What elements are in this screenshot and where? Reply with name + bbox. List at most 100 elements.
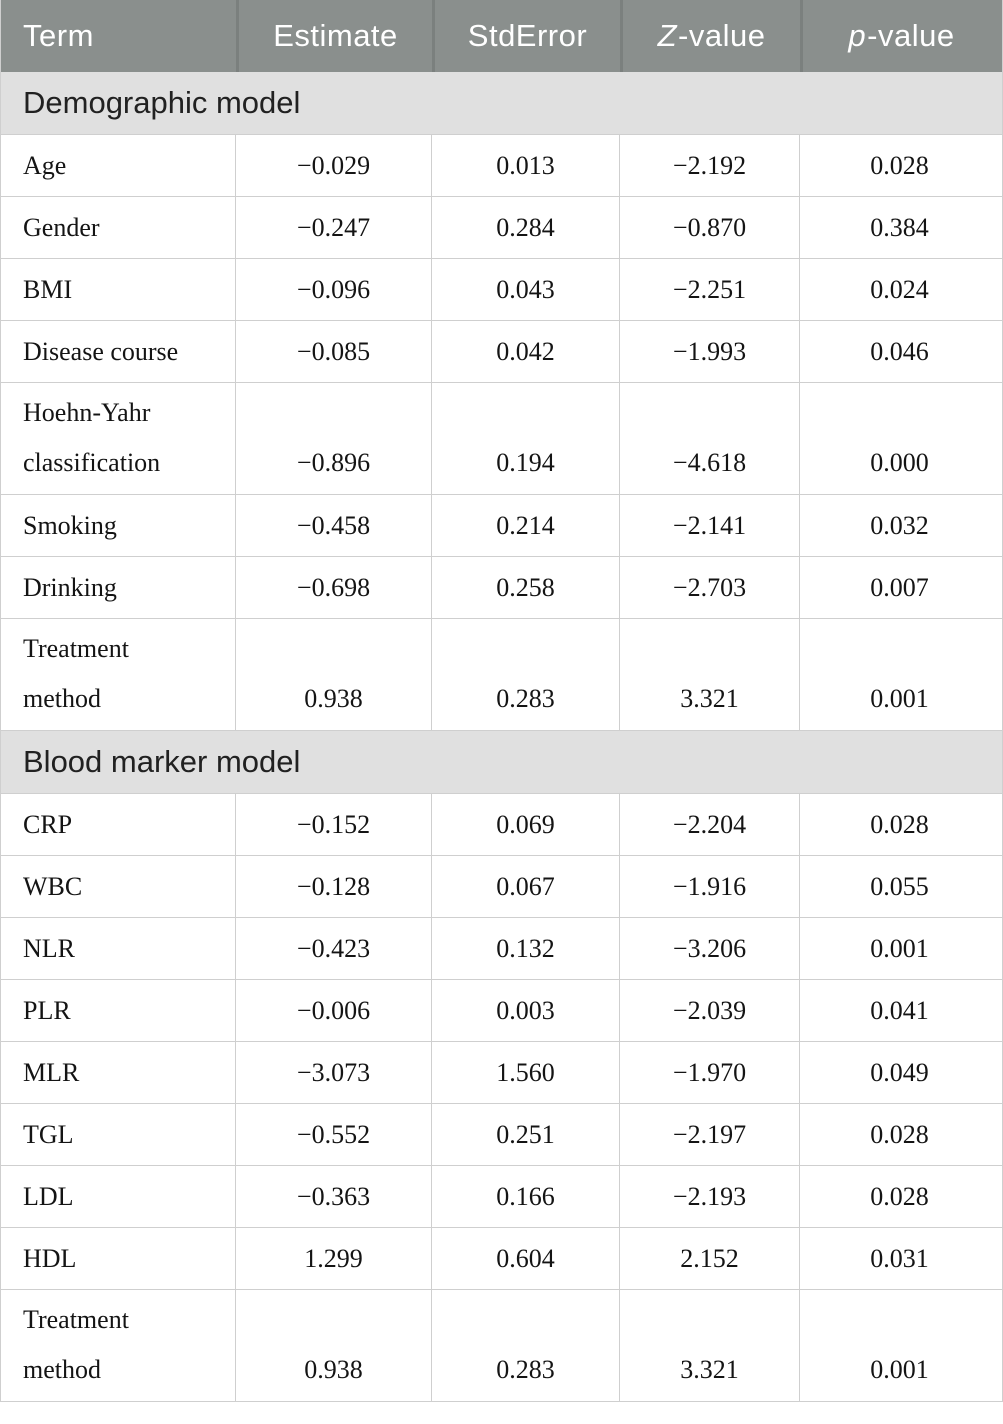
term-line: method [23,1355,101,1384]
estimate-cell: −0.085 [235,321,431,382]
term-cell: CRP [1,794,235,855]
term-line: Drinking [23,572,117,602]
term-cell: Hoehn-Yahr classification [1,383,235,494]
zvalue-cell: −2.251 [619,259,799,320]
stderror-cell: 0.003 [431,980,619,1041]
term-cell: Age [1,135,235,196]
column-header-p-value: p -value [800,0,1000,72]
term-cell: Drinking [1,557,235,618]
estimate-cell: −0.423 [235,918,431,979]
stderror-cell: 0.013 [431,135,619,196]
term-line: Hoehn-Yahr [23,398,151,427]
pvalue-cell: 0.000 [799,383,999,494]
table-row: BMI −0.096 0.043 −2.251 0.024 [1,259,1002,321]
term-line: NLR [23,933,75,963]
term-line: LDL [23,1181,74,1211]
table-row: Age −0.029 0.013 −2.192 0.028 [1,135,1002,197]
pvalue-cell: 0.049 [799,1042,999,1103]
term-line: method [23,684,101,713]
stderror-cell: 0.251 [431,1104,619,1165]
pvalue-cell: 0.028 [799,135,999,196]
pvalue-cell: 0.028 [799,1104,999,1165]
term-cell: Treatment method [1,1290,235,1401]
zvalue-cell: −2.192 [619,135,799,196]
table-row: WBC −0.128 0.067 −1.916 0.055 [1,856,1002,918]
zvalue-cell: −4.618 [619,383,799,494]
table-row: LDL −0.363 0.166 −2.193 0.028 [1,1166,1002,1228]
pvalue-cell: 0.001 [799,1290,999,1401]
stderror-cell: 0.194 [431,383,619,494]
zvalue-cell: −2.197 [619,1104,799,1165]
zvalue-cell: −3.206 [619,918,799,979]
term-line: HDL [23,1243,77,1273]
pvalue-cell: 0.032 [799,495,999,556]
estimate-cell: −0.128 [235,856,431,917]
table-row: CRP −0.152 0.069 −2.204 0.028 [1,794,1002,856]
stderror-cell: 0.043 [431,259,619,320]
column-header-estimate: Estimate [236,0,432,72]
estimate-cell: −0.552 [235,1104,431,1165]
table-row: Smoking −0.458 0.214 −2.141 0.032 [1,495,1002,557]
stderror-cell: 0.283 [431,619,619,730]
zvalue-cell: −1.916 [619,856,799,917]
column-header-suffix: -value [678,18,766,53]
term-line: PLR [23,995,71,1025]
stderror-cell: 0.042 [431,321,619,382]
pvalue-cell: 0.001 [799,619,999,730]
estimate-cell: −0.029 [235,135,431,196]
table-header-row: Term Estimate StdError Z -value p -value [1,0,1002,72]
term-cell: PLR [1,980,235,1041]
table-body: Demographic model Age −0.029 0.013 −2.192 0.0… [1,72,1002,1402]
stderror-cell: 0.069 [431,794,619,855]
term-line: Disease course [23,336,179,366]
pvalue-cell: 0.055 [799,856,999,917]
table-row: Drinking −0.698 0.258 −2.703 0.007 [1,557,1002,619]
section-header-demographic-model: Demographic model [1,72,1002,135]
term-line: CRP [23,809,73,839]
zvalue-cell: −2.039 [619,980,799,1041]
term-line: Treatment [23,634,129,663]
table-row: NLR −0.423 0.132 −3.206 0.001 [1,918,1002,980]
pvalue-cell: 0.007 [799,557,999,618]
term-cell: Treatment method [1,619,235,730]
pvalue-cell: 0.041 [799,980,999,1041]
term-cell: BMI [1,259,235,320]
stderror-cell: 1.560 [431,1042,619,1103]
stderror-cell: 0.067 [431,856,619,917]
zvalue-cell: −2.204 [619,794,799,855]
zvalue-cell: 3.321 [619,619,799,730]
estimate-cell: 0.938 [235,1290,431,1401]
stderror-cell: 0.258 [431,557,619,618]
estimate-cell: −3.073 [235,1042,431,1103]
term-cell: HDL [1,1228,235,1289]
table-row: HDL 1.299 0.604 2.152 0.031 [1,1228,1002,1290]
term-line: classification [23,448,161,477]
term-line: Smoking [23,510,117,540]
estimate-cell: −0.698 [235,557,431,618]
term-cell: TGL [1,1104,235,1165]
term-cell: Smoking [1,495,235,556]
column-header-z-value: Z -value [620,0,800,72]
term-cell: Disease course [1,321,235,382]
term-cell: WBC [1,856,235,917]
term-line: TGL [23,1119,74,1149]
estimate-cell: −0.152 [235,794,431,855]
pvalue-cell: 0.024 [799,259,999,320]
term-line: BMI [23,274,73,304]
term-line: MLR [23,1057,80,1087]
table-row: MLR −3.073 1.560 −1.970 0.049 [1,1042,1002,1104]
estimate-cell: 1.299 [235,1228,431,1289]
table-row: Treatment method 0.938 0.283 3.321 0.001 [1,619,1002,731]
table-row: Gender −0.247 0.284 −0.870 0.384 [1,197,1002,259]
term-cell: NLR [1,918,235,979]
section-header-blood-marker-model: Blood marker model [1,731,1002,794]
term-line: Gender [23,212,100,242]
italic-symbol: Z [657,18,677,53]
term-cell: MLR [1,1042,235,1103]
zvalue-cell: −2.141 [619,495,799,556]
zvalue-cell: −2.703 [619,557,799,618]
pvalue-cell: 0.028 [799,794,999,855]
column-header-stderror: StdError [432,0,620,72]
term-cell: Gender [1,197,235,258]
